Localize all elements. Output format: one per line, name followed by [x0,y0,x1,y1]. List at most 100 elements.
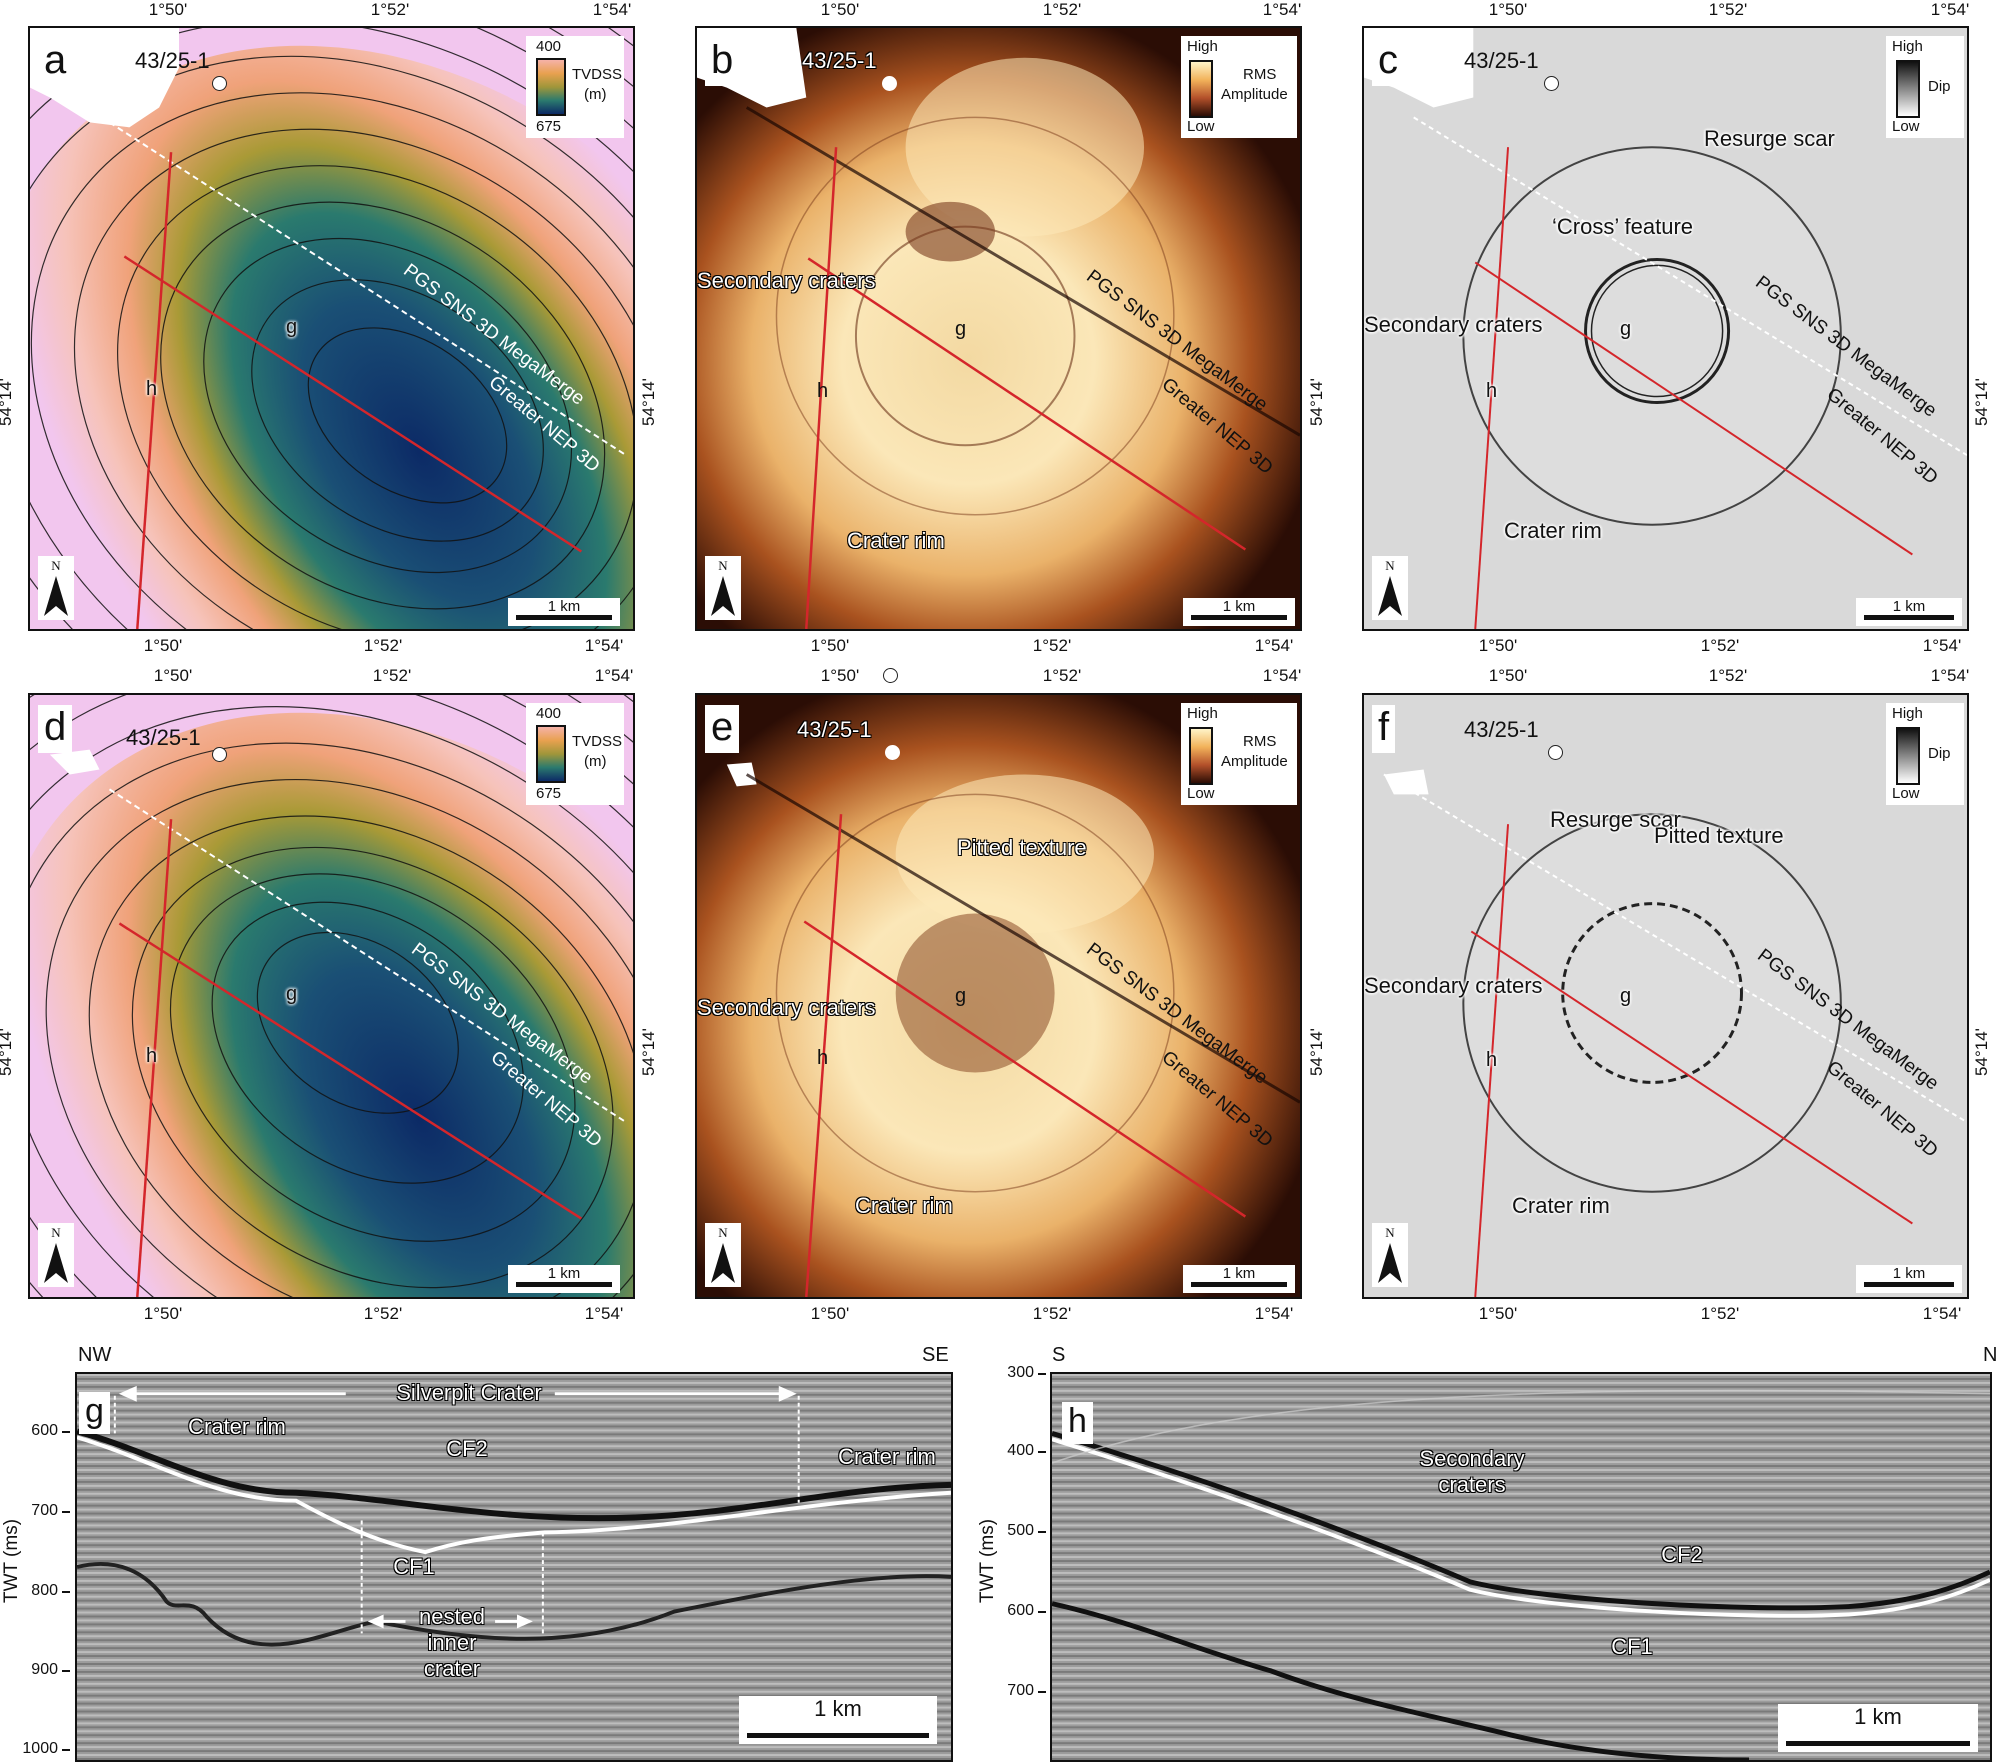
y-tick: 1000 [14,1740,70,1758]
lon-tick: 1°52' [363,1304,403,1323]
dip-legend: High Dip Low [1886,36,1964,138]
section-line-g-label: g [955,318,967,340]
legend-bottom-value: Low [1892,785,1920,802]
legend-bottom-value: Low [1187,785,1215,802]
seismic-section-g: g Silverpit Crater Crater rim Crater rim… [75,1372,953,1762]
map-panel-c-dip: c 43/25-1 High Dip Low Resurge scar ‘Cro… [1362,26,1969,631]
panel-label: b [705,38,740,86]
y-tick: 600 [14,1422,70,1440]
legend-top-value: High [1187,705,1218,722]
panel-label: h [1062,1402,1093,1444]
annotation-crater-rim: Crater rim [1512,1193,1610,1218]
y-tick: 900 [14,1661,70,1679]
lon-tick: 1°50' [1488,0,1528,19]
well-marker-icon [1544,76,1559,91]
lon-tick: 1°50' [148,0,188,19]
annotation-cross-feature: ‘Cross’ feature [1552,214,1694,239]
map-panel-f-dip: f 43/25-1 High Dip Low Resurge scar Pitt… [1362,693,1969,1299]
annotation-crater-rim: Crater rim [1504,518,1602,543]
lon-tick: 1°50' [820,666,860,685]
well-name: 43/25-1 [1464,717,1539,742]
section-line-h-label: h [817,1047,829,1069]
lon-tick: 1°50' [810,1304,850,1323]
panel-label: a [38,38,73,86]
panel-label: g [79,1392,110,1434]
panel-label: e [705,705,740,753]
legend-top-value: 400 [536,705,562,722]
y-tick: 300 [990,1364,1046,1382]
annotation-crater-rim-right: Crater rim [838,1444,936,1469]
annotation-secondary-craters: Secondary craters [1364,973,1543,998]
legend-bottom-value: 675 [536,118,562,135]
direction-label-left: NW [78,1344,112,1366]
annotation-secondary-craters: Secondary craters [697,995,876,1020]
lon-tick: 1°52' [1032,636,1072,655]
annotation-secondary-craters: Secondary craters [1364,312,1543,337]
lon-tick: 1°52' [1032,1304,1072,1323]
north-arrow-icon: N [38,1223,74,1287]
colorbar [1896,727,1920,785]
scale-bar: 1 km [508,598,620,626]
annotation-crater-rim: Crater rim [847,528,945,553]
legend-top-value: High [1892,38,1923,55]
scale-bar: 1 km [1856,1265,1962,1293]
annotation-silverpit-crater: Silverpit Crater [396,1380,542,1405]
colorbar [1189,727,1213,785]
lon-tick: 1°52' [1042,0,1082,19]
annotation-pitted-texture: Pitted texture [1654,823,1784,848]
well-marker-icon [1548,745,1563,760]
section-line-g-label: g [1620,985,1632,1007]
section-line-h-label: h [146,1045,158,1067]
annotation-cf2: CF2 [446,1436,488,1461]
well-name: 43/25-1 [797,717,872,742]
rms-legend: High RMS Amplitude Low [1181,703,1297,805]
annotation-nested-inner-crater: nested inner crater [418,1604,486,1681]
lon-tick: 1°54' [1262,666,1302,685]
north-arrow-icon: N [1372,1223,1408,1287]
panel-label: c [1372,38,1404,86]
lon-tick: 1°54' [1262,0,1302,19]
well-marker-icon [882,76,897,91]
scale-bar: 1 km [1183,1265,1295,1293]
panel-label: d [38,705,73,753]
lon-tick: 1°54' [1254,1304,1294,1323]
annotation-pitted-texture: Pitted texture [957,835,1087,860]
panel-label: f [1372,705,1396,753]
scale-bar: 1 km [739,1696,937,1744]
legend-title: TVDSS [572,66,623,83]
lon-tick: 1°52' [1700,1304,1740,1323]
section-line-g-label: g [286,983,298,1005]
lon-tick: 1°50' [143,1304,183,1323]
north-arrow-icon: N [38,556,74,620]
section-line-h-label: h [1486,380,1498,402]
legend-bottom-value: Low [1892,118,1920,135]
legend-bottom-value: Low [1187,118,1215,135]
annotation-crater-rim-left: Crater rim [188,1414,286,1439]
lon-tick: 1°50' [1488,666,1528,685]
map-panel-e-rms: e 43/25-1 High RMS Amplitude Low Pitted … [695,693,1302,1299]
y-tick: 500 [990,1522,1046,1540]
legend-unit: Amplitude [1221,753,1288,770]
scale-bar: 1 km [1778,1704,1978,1752]
lat-tick: 54°14' [1971,1028,1991,1076]
lon-tick: 1°52' [363,636,403,655]
section-line-h-label: h [146,378,158,400]
scale-bar: 1 km [1856,598,1962,626]
direction-label-right: N [1983,1344,1998,1366]
lon-tick: 1°50' [820,0,860,19]
lon-tick: 1°52' [372,666,412,685]
lat-tick: 54°14' [1306,1028,1326,1076]
legend-top-value: 400 [536,38,562,55]
lon-tick: 1°52' [1042,666,1082,685]
lat-tick: 54°14' [0,378,15,426]
dip-map [1364,28,1967,629]
y-tick: 700 [990,1682,1046,1700]
depth-legend: 400 TVDSS (m) 675 [526,36,624,138]
lat-tick: 54°14' [1306,378,1326,426]
annotation-resurge-scar: Resurge scar [1550,807,1681,832]
depth-map [30,28,633,629]
dip-legend: High Dip Low [1886,703,1964,805]
map-panel-b-rms: b 43/25-1 High RMS Amplitude Low Seconda… [695,26,1302,631]
well-marker-icon [212,76,227,91]
section-line-h-label: h [817,380,829,402]
